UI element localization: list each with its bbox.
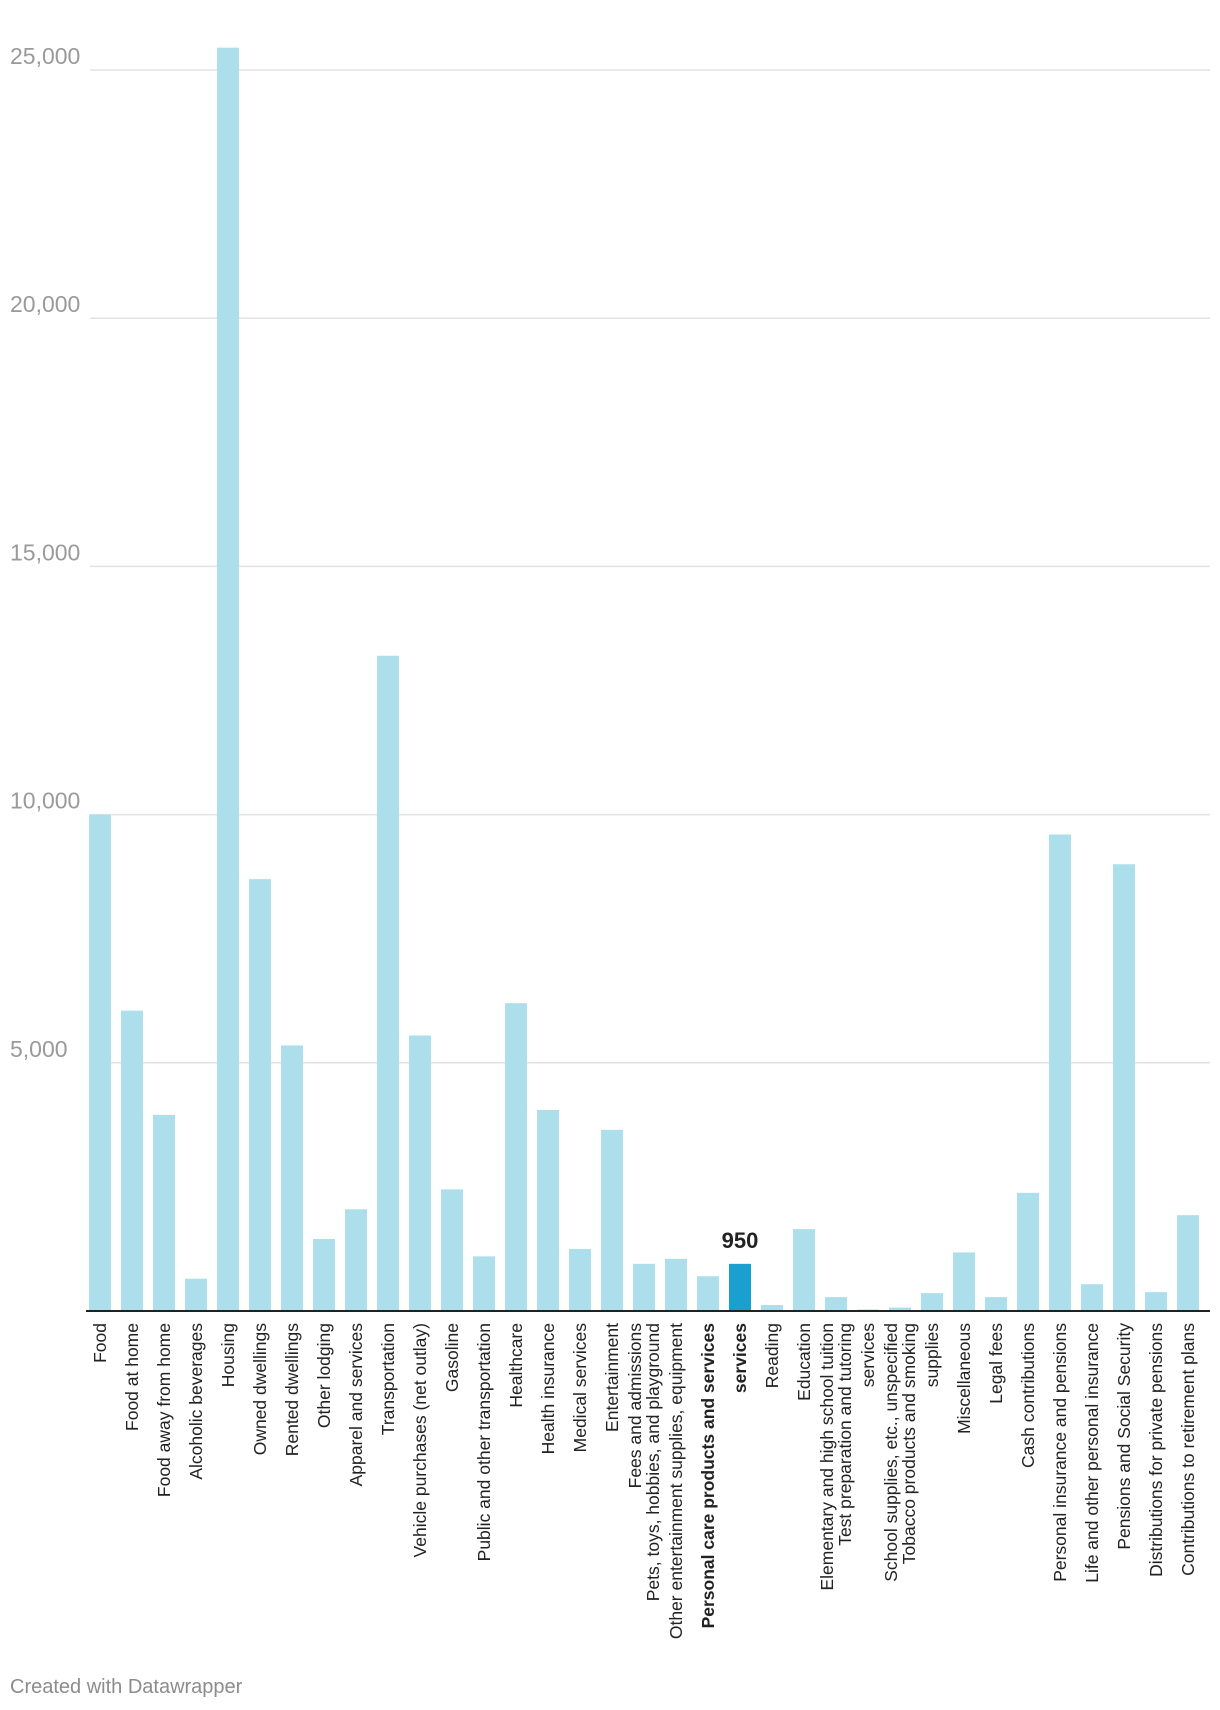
x-tick-label: Pensions and Social Security	[1114, 1323, 1134, 1550]
bar	[281, 1045, 303, 1311]
x-tick-label: Owned dwellings	[250, 1323, 270, 1456]
bar	[1017, 1192, 1039, 1311]
x-tick-label: Entertainment	[602, 1323, 622, 1432]
x-tick-label: Food away from home	[154, 1323, 174, 1497]
bar	[377, 655, 399, 1311]
x-tick-label: Cash contributions	[1018, 1323, 1038, 1468]
bar	[217, 47, 239, 1312]
x-tick-label: Alcoholic beverages	[186, 1323, 206, 1480]
x-tick-label: Transportation	[378, 1323, 398, 1435]
x-tick-label: Elementary and high school tuition	[817, 1323, 837, 1591]
bar	[185, 1278, 207, 1311]
bar	[601, 1129, 623, 1311]
x-tick-label: Other entertainment supplies, equipment	[666, 1323, 686, 1639]
bar	[409, 1035, 431, 1311]
bar	[665, 1258, 687, 1311]
x-tick-label: School supplies, etc., unspecified	[881, 1323, 901, 1582]
bar	[825, 1297, 847, 1311]
x-tick-label: Personal care products and services	[698, 1323, 718, 1629]
bar	[537, 1109, 559, 1311]
x-tick-label: Personal insurance and pensions	[1050, 1323, 1070, 1582]
bar-highlighted	[729, 1263, 751, 1311]
x-tick-label: Food	[90, 1323, 110, 1363]
bar	[569, 1248, 591, 1311]
bar	[345, 1209, 367, 1311]
x-tick-label: Public and other transportation	[474, 1323, 494, 1561]
x-tick-label: services	[858, 1323, 878, 1387]
bar	[441, 1189, 463, 1311]
bar	[1081, 1284, 1103, 1311]
y-tick-label: 10,000	[10, 788, 80, 814]
bar	[313, 1239, 335, 1311]
bar	[1177, 1215, 1199, 1311]
x-tick-label: Legal fees	[986, 1323, 1006, 1404]
bar	[953, 1252, 975, 1311]
x-tick-label: Housing	[218, 1323, 238, 1387]
x-tick-label: supplies	[922, 1323, 942, 1387]
x-tick-label: Gasoline	[442, 1323, 462, 1392]
bar	[505, 1003, 527, 1311]
x-tick-label: Contributions to retirement plans	[1178, 1323, 1198, 1576]
bar	[921, 1293, 943, 1311]
bar	[1113, 864, 1135, 1311]
x-tick-label: services	[730, 1323, 750, 1393]
y-tick-label: 25,000	[10, 43, 80, 69]
x-tick-label: Other lodging	[314, 1323, 334, 1428]
datawrapper-credit: Created with Datawrapper	[10, 1676, 243, 1698]
bar	[889, 1307, 911, 1311]
x-tick-label: Vehicle purchases (net outlay)	[410, 1323, 430, 1557]
y-tick-label: 20,000	[10, 291, 80, 317]
gridlines	[90, 69, 1210, 1064]
x-tick-label: Tobacco products and smoking	[899, 1323, 919, 1564]
data-label-highlight: 950	[722, 1228, 759, 1253]
bar	[697, 1276, 719, 1311]
bar	[249, 879, 271, 1311]
x-tick-label: Miscellaneous	[954, 1323, 974, 1434]
y-tick-label: 5,000	[10, 1036, 68, 1062]
x-tick-label: Pets, toys, hobbies, and playground	[643, 1323, 663, 1601]
bar	[793, 1229, 815, 1311]
bar	[473, 1256, 495, 1311]
x-tick-label: Life and other personal insurance	[1082, 1323, 1102, 1583]
x-tick-label: Healthcare	[506, 1323, 526, 1408]
bar	[761, 1305, 783, 1311]
x-tick-label: Food at home	[122, 1323, 142, 1431]
data-labels: 950	[722, 1228, 759, 1253]
bar	[1145, 1292, 1167, 1311]
x-axis-tick-labels: Food Food at home Food away from home Alcoh…	[90, 1323, 1198, 1639]
x-tick-label: Distributions for private pensions	[1146, 1323, 1166, 1577]
bar	[985, 1297, 1007, 1311]
x-tick-label: Education	[794, 1323, 814, 1401]
bar	[633, 1263, 655, 1311]
x-tick-label: Medical services	[570, 1323, 590, 1453]
x-tick-label: Test preparation and tutoring	[835, 1323, 855, 1546]
y-axis-tick-labels: 5,000 10,000 15,000 20,000 25,000	[10, 43, 80, 1062]
x-tick-label: Rented dwellings	[282, 1323, 302, 1457]
x-tick-label: Apparel and services	[346, 1323, 366, 1487]
bar	[1049, 834, 1071, 1311]
bars	[89, 47, 1199, 1312]
y-tick-label: 15,000	[10, 539, 80, 565]
bar	[153, 1114, 175, 1311]
x-tick-label: Health insurance	[538, 1323, 558, 1454]
bar	[121, 1010, 143, 1311]
bar	[89, 814, 111, 1311]
x-tick-label: Fees and admissions	[625, 1323, 645, 1489]
x-tick-label: Reading	[762, 1323, 782, 1388]
